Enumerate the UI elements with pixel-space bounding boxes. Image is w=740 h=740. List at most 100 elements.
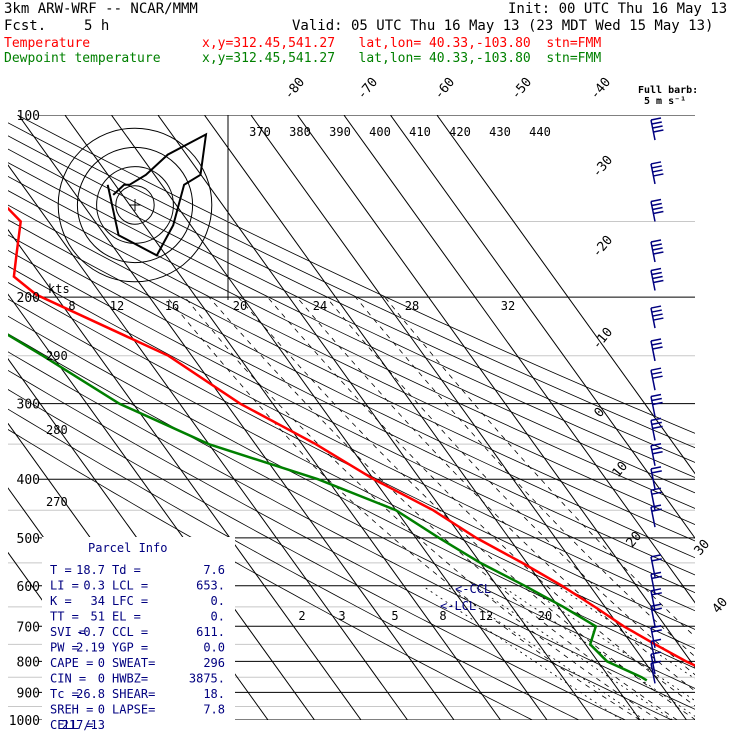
wind-barb bbox=[650, 603, 662, 627]
mixing-ratio-line bbox=[473, 585, 673, 720]
parcel-info-value: 34 bbox=[91, 594, 105, 608]
wind-barb-flag bbox=[651, 342, 662, 346]
wind-barb-flag bbox=[650, 198, 662, 203]
wind-barb bbox=[650, 305, 664, 329]
parcel-info-value2: 0. bbox=[211, 594, 225, 608]
dry-adiabat-line bbox=[8, 204, 695, 542]
parcel-info-value2: 18. bbox=[203, 687, 225, 701]
dry-adiabat-line bbox=[8, 281, 695, 630]
isotherm-line bbox=[436, 115, 695, 475]
ccl-label: <-CCL bbox=[455, 582, 491, 596]
mixing-ratio-label: 12 bbox=[479, 609, 493, 623]
mixing-ratio-label: 20 bbox=[538, 609, 552, 623]
theta-label: 380 bbox=[289, 125, 311, 139]
wind-barb-flag bbox=[651, 371, 662, 375]
wind-barb-flag bbox=[650, 466, 662, 470]
theta-label: 420 bbox=[449, 125, 471, 139]
mixing-ratio-label: 5 bbox=[391, 609, 398, 623]
wind-barb bbox=[650, 588, 662, 611]
theta-label: 440 bbox=[529, 125, 551, 139]
isotherm-label: -80 bbox=[282, 75, 309, 103]
parcel-info-key: TT = bbox=[50, 610, 79, 624]
parcel-info-value2: 0.0 bbox=[203, 641, 225, 655]
parcel-info-value: 217/13 bbox=[62, 718, 105, 732]
hodograph-ring-label: 32 bbox=[501, 299, 515, 313]
pressure-tick-label: 600 bbox=[17, 580, 40, 595]
isotherm-line bbox=[296, 115, 695, 669]
wind-barb bbox=[650, 393, 663, 417]
parcel-info-value: 0.3 bbox=[83, 579, 105, 593]
parcel-info-key: CELL = bbox=[50, 718, 93, 732]
parcel-info-value: 18.7 bbox=[76, 563, 105, 577]
wind-barb bbox=[650, 504, 662, 528]
parcel-info-value2: 7.6 bbox=[203, 563, 225, 577]
wind-barb-flag bbox=[650, 660, 662, 665]
wind-barb-flag bbox=[651, 397, 662, 402]
dry-adiabat-line bbox=[8, 429, 533, 720]
wind-barb-flag bbox=[652, 346, 663, 350]
wind-barb-flag bbox=[651, 271, 662, 276]
parcel-info-value: 0 bbox=[98, 703, 105, 717]
wind-barb-flag bbox=[652, 206, 663, 211]
dry-adiabat-line bbox=[8, 265, 695, 612]
dry-adiabat-line bbox=[8, 298, 695, 649]
dry-adiabat-line bbox=[8, 148, 695, 478]
mixing-ratio-line bbox=[445, 585, 645, 720]
pressure-tick-label: 200 bbox=[17, 291, 40, 306]
wind-barb-flag bbox=[650, 638, 662, 643]
hodograph-unit-label: kts bbox=[48, 282, 70, 296]
parcel-info-value2: 653. bbox=[196, 579, 225, 593]
isotherm-label: 40 bbox=[710, 595, 732, 617]
wind-barb-flag bbox=[652, 313, 663, 317]
thetae-label: 290 bbox=[46, 349, 68, 363]
wind-barb-flag bbox=[650, 161, 662, 165]
parcel-info-key2: LCL = bbox=[112, 579, 148, 593]
wind-barb bbox=[650, 625, 662, 649]
hodograph-ring bbox=[76, 146, 194, 264]
wind-barb-staff bbox=[650, 663, 656, 684]
wind-barb-flag bbox=[650, 603, 662, 608]
moist-adiabat-line bbox=[208, 296, 678, 720]
mixing-ratio-line bbox=[524, 585, 695, 702]
dry-adiabat-line bbox=[8, 333, 695, 689]
mixing-ratio-label: 8 bbox=[439, 609, 446, 623]
parcel-info-value: 51 bbox=[91, 610, 105, 624]
wind-barb bbox=[650, 367, 663, 391]
pressure-tick-label: 700 bbox=[17, 620, 40, 635]
hodograph-ring bbox=[57, 127, 213, 283]
wind-barb bbox=[650, 161, 664, 185]
wind-barb-flag bbox=[650, 443, 662, 447]
hodograph-ring-label: 24 bbox=[313, 299, 327, 313]
wind-barb-flag bbox=[650, 117, 662, 121]
wind-barb-flag bbox=[652, 451, 663, 455]
parcel-info-key2: LAPSE= bbox=[112, 703, 155, 717]
pressure-tick-label: 400 bbox=[17, 473, 40, 488]
wind-barb bbox=[650, 239, 664, 263]
plot-area bbox=[8, 115, 695, 720]
wind-barb-flag bbox=[650, 367, 662, 371]
isotherm-label: -70 bbox=[355, 75, 382, 103]
wind-barb-flag bbox=[651, 575, 662, 580]
wind-barb-flag bbox=[650, 625, 662, 629]
wind-barb-flag bbox=[650, 571, 662, 576]
wind-barb-flag bbox=[652, 247, 663, 251]
wind-barb-flag bbox=[651, 309, 662, 313]
isotherm-line bbox=[389, 115, 695, 539]
parcel-info-value2: 0. bbox=[211, 610, 225, 624]
isotherm-label: -50 bbox=[509, 75, 536, 103]
wind-barb bbox=[650, 660, 662, 684]
dry-adiabat-line bbox=[8, 351, 695, 710]
parcel-info-value: 26.8 bbox=[76, 687, 105, 701]
pressure-tick-label: 500 bbox=[17, 532, 40, 547]
pressure-tick-label: 800 bbox=[17, 655, 40, 670]
parcel-info-key2: HWBZ= bbox=[112, 672, 148, 686]
valid-time: Valid: 05 UTC Thu 16 May 13 (23 MDT Wed … bbox=[292, 18, 714, 34]
thetae-label: 280 bbox=[46, 423, 68, 437]
wind-barb-staff bbox=[650, 641, 656, 662]
parcel-info-value2: 3875. bbox=[189, 672, 225, 686]
dry-adiabat-line bbox=[8, 122, 695, 449]
dry-adiabat-line bbox=[8, 176, 695, 509]
parcel-info-key: SVI = bbox=[50, 625, 86, 639]
wind-barb-flag bbox=[651, 629, 662, 633]
